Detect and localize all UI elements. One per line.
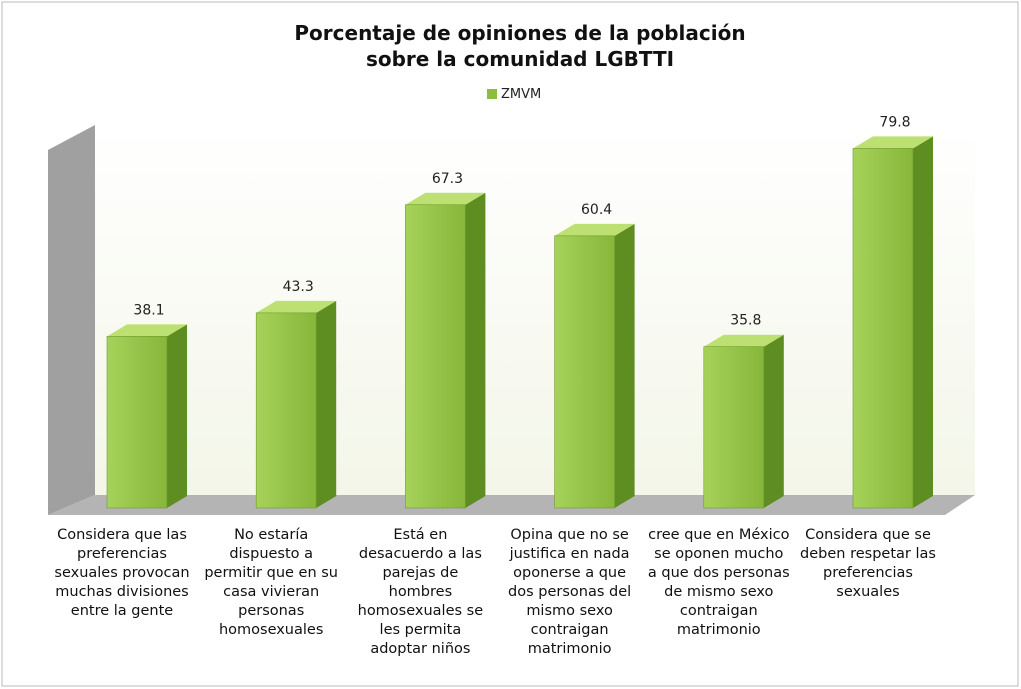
bar [106, 336, 168, 509]
x-tick-label: Está en desacuerdo a las parejas de homb… [357, 527, 484, 657]
x-tick-label: cree que en México se oponen mucho a que… [647, 527, 790, 638]
bar-side [316, 300, 337, 508]
x-tick-label: No estaría dispuesto a permitir que en s… [204, 527, 339, 638]
legend-swatch [487, 89, 497, 99]
bar-top [256, 300, 337, 313]
bar [255, 312, 317, 509]
legend: ZMVM [487, 87, 541, 102]
data-label: 38.1 [133, 302, 164, 318]
data-label: 79.8 [879, 114, 910, 130]
data-label: 43.3 [283, 279, 314, 295]
side-wall [48, 125, 95, 515]
data-label: 35.8 [730, 313, 761, 329]
back-wall [95, 125, 975, 495]
bar-side [763, 334, 784, 508]
bar-side [465, 192, 486, 508]
bar [405, 204, 466, 509]
bar-top [853, 136, 933, 149]
x-tick-label: Considera que las preferencias sexuales … [54, 527, 190, 619]
data-label: 67.3 [432, 171, 463, 187]
bar-side [167, 324, 187, 508]
x-tick-label: Considera que se deben respetar las pref… [800, 527, 936, 600]
chart-title: Porcentaje de opiniones de la población … [294, 21, 746, 71]
bar [703, 346, 765, 509]
bar-top [554, 223, 635, 236]
x-tick-label: Opina que no se justifica en nada oponer… [508, 527, 632, 657]
bar-top [703, 334, 784, 347]
bar-side [614, 223, 635, 508]
bar [554, 235, 615, 509]
floor [48, 495, 975, 515]
bar [852, 148, 914, 509]
bar-top [405, 192, 486, 205]
data-label: 60.4 [581, 202, 612, 218]
legend-label: ZMVM [501, 87, 541, 102]
bar-top [107, 324, 187, 337]
bar-side [913, 136, 933, 508]
